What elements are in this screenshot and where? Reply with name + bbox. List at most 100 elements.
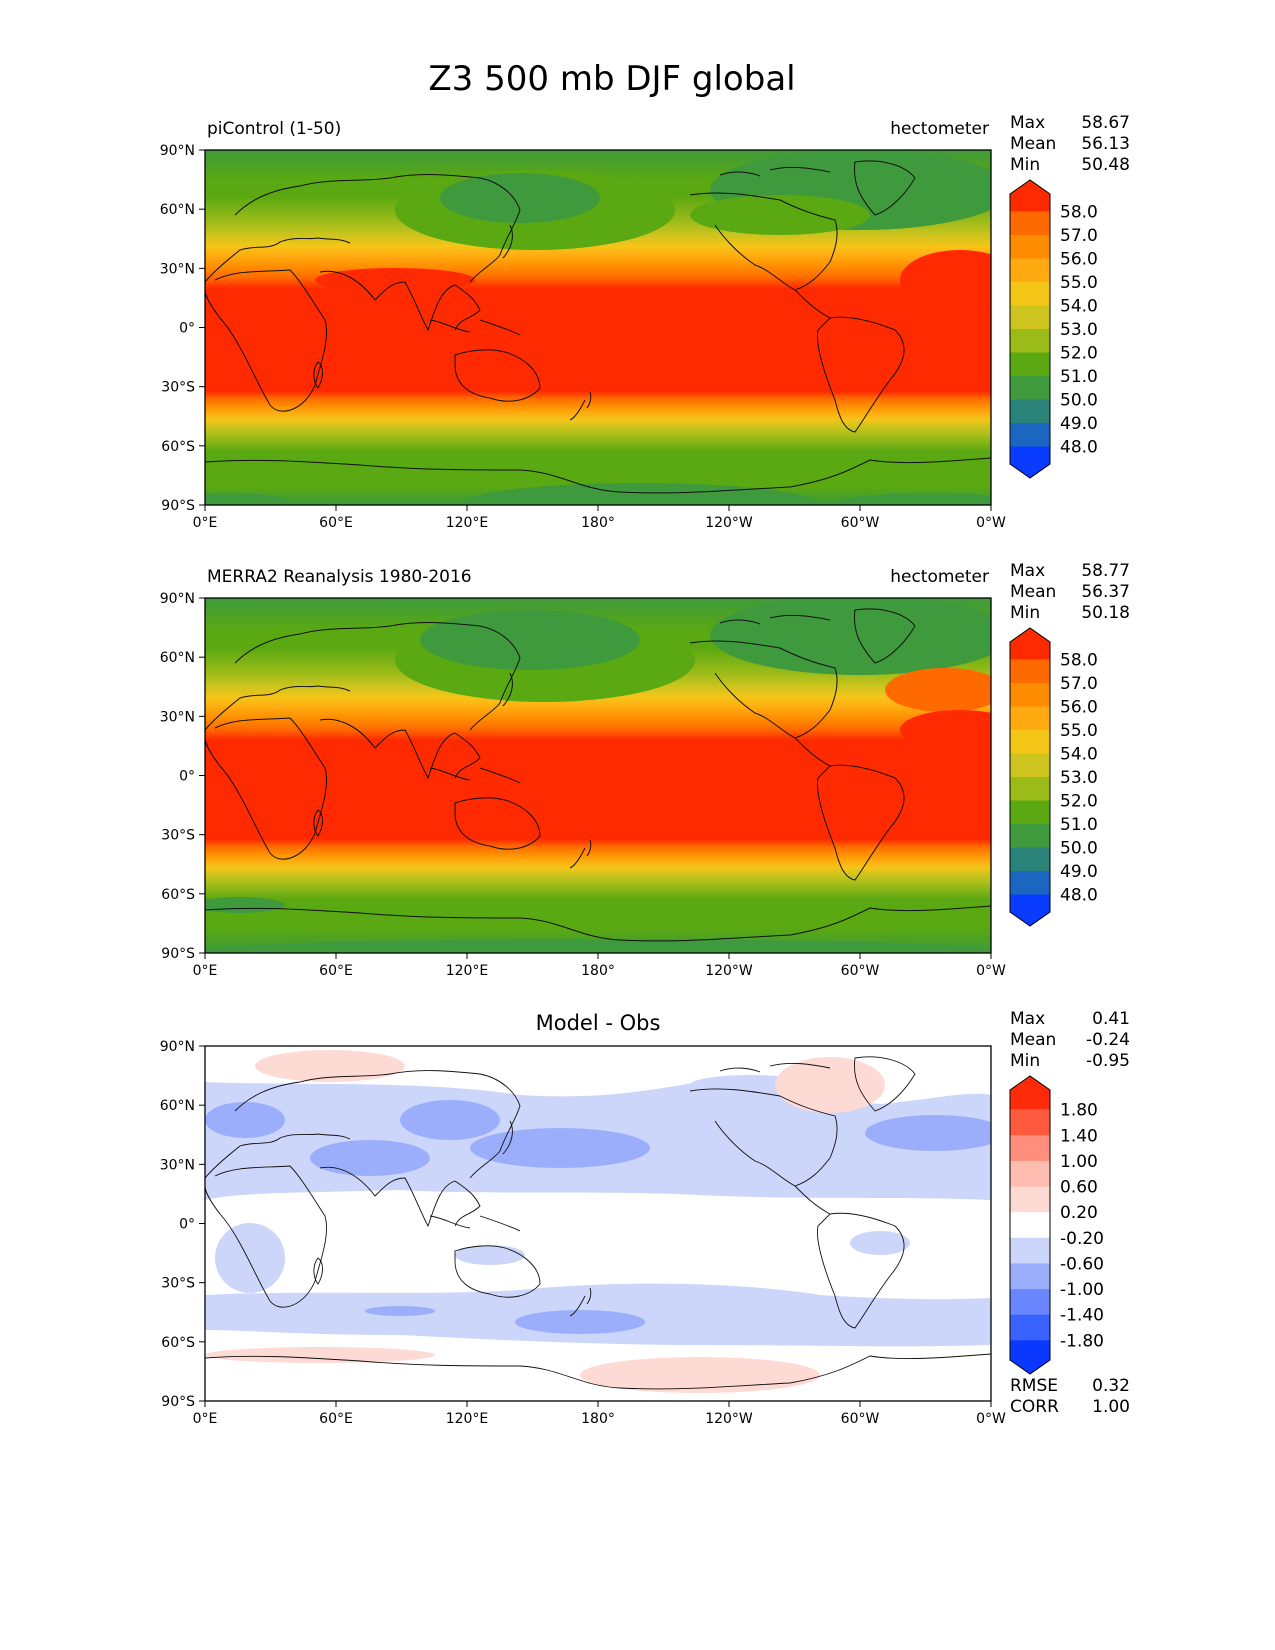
colorbar-level-label: 1.00: [1060, 1152, 1098, 1172]
stat-label: Min: [1010, 603, 1040, 623]
lon-tick-label: 0°W: [976, 963, 1006, 979]
colorbar-swatch: [1010, 258, 1050, 283]
colorbar-swatch: [1010, 777, 1050, 801]
colorbar-level-label: 1.40: [1060, 1126, 1098, 1146]
colorbar-swatch: [1010, 847, 1050, 872]
colorbar-swatch: [1010, 1314, 1050, 1341]
stat-label: Mean: [1010, 134, 1056, 154]
colorbar-swatch: [1010, 305, 1050, 330]
map-field: [205, 598, 991, 953]
lon-ticks: 0°E 60°E 120°E 180° 120°W 60°W 0°W: [193, 505, 1006, 531]
lat-tick-label: 0°: [179, 769, 195, 785]
colorbar: 58.0 57.0 56.0 55.0 54.0 53.0 52.0 51.0 50.0 49.0…: [1009, 179, 1098, 479]
panel-model-minus-obs: Model - Obs: [160, 1009, 1130, 1427]
stat-label: Max: [1010, 561, 1045, 581]
colorbar-level-label: -1.00: [1060, 1280, 1104, 1300]
lat-tick-label: 90°S: [161, 946, 195, 962]
colorbar-level-label: 53.0: [1060, 320, 1098, 340]
stat-value: -0.95: [1086, 1051, 1130, 1071]
lon-tick-label: 120°W: [705, 1411, 753, 1427]
lon-tick-label: 120°W: [705, 963, 753, 979]
stats-block: Max 58.67 Mean 56.13 Min 50.48: [1010, 113, 1130, 175]
colorbar-level-label: 53.0: [1060, 768, 1098, 788]
colorbar-swatch: [1010, 235, 1050, 259]
lat-tick-label: 60°S: [161, 439, 195, 455]
colorbar-level-label: 49.0: [1060, 862, 1098, 882]
colorbar-level-label: 58.0: [1060, 203, 1098, 223]
lat-tick-label: 90°N: [160, 1039, 195, 1055]
stat-label: Min: [1010, 1051, 1040, 1071]
colorbar-extend-bottom: [1010, 1340, 1050, 1374]
figure-title: Z3 500 mb DJF global: [428, 59, 795, 99]
colorbar-extend-bottom: [1010, 894, 1050, 926]
lat-ticks: 90°N 60°N 30°N 0° 30°S 60°S 90°S: [160, 591, 205, 962]
stat-label: Max: [1010, 113, 1045, 133]
stats-block: Max 58.77 Mean 56.37 Min 50.18: [1010, 561, 1130, 623]
colorbar-level-label: 57.0: [1060, 226, 1098, 246]
colorbar-swatch: [1010, 1289, 1050, 1316]
panel-picontrol: piControl (1-50) hectometer 58.0 57.0 56.0…: [160, 113, 1130, 531]
lon-tick-label: 180°: [581, 963, 615, 979]
lat-tick-label: 90°S: [161, 498, 195, 514]
colorbar-swatch: [1010, 659, 1050, 684]
colorbar-swatch: [1010, 399, 1050, 424]
colorbar-level-label: 50.0: [1060, 839, 1098, 859]
colorbar-level-label: 49.0: [1060, 414, 1098, 434]
colorbar-swatch: [1010, 800, 1050, 825]
lon-tick-label: 0°E: [193, 963, 218, 979]
colorbar-swatch: [1010, 824, 1050, 848]
colorbar-level-label: 48.0: [1060, 886, 1098, 906]
colorbar-swatch: [1010, 1135, 1050, 1162]
stat-label: Mean: [1010, 1030, 1056, 1050]
lat-tick-label: 90°N: [160, 591, 195, 607]
stats-block: Max 0.41 Mean -0.24 Min -0.95: [1010, 1009, 1130, 1071]
colorbar-swatch: [1010, 1212, 1050, 1239]
lat-tick-label: 60°S: [161, 887, 195, 903]
colorbar-level-label: 58.0: [1060, 651, 1098, 671]
colorbar-swatch: [1010, 1160, 1050, 1188]
lon-tick-label: 0°W: [976, 515, 1006, 531]
lat-ticks: 90°N 60°N 30°N 0° 30°S 60°S 90°S: [160, 143, 205, 514]
colorbar-swatch: [1010, 423, 1050, 447]
colorbar-level-label: 51.0: [1060, 815, 1098, 835]
map-field: [205, 1046, 991, 1401]
stat-value: -0.24: [1086, 1030, 1130, 1050]
colorbar-level-label: 0.20: [1060, 1203, 1098, 1223]
colorbar-level-label: -1.80: [1060, 1331, 1104, 1351]
colorbar-level-label: 55.0: [1060, 721, 1098, 741]
colorbar-level-label: 1.80: [1060, 1101, 1098, 1121]
colorbar-swatch: [1010, 1263, 1050, 1290]
lon-tick-label: 0°E: [193, 1411, 218, 1427]
colorbar-swatch: [1010, 211, 1050, 236]
extra-label: RMSE: [1010, 1376, 1058, 1396]
lat-tick-label: 30°S: [161, 380, 195, 396]
lon-tick-label: 60°E: [319, 515, 353, 531]
colorbar-outline: [1009, 179, 1051, 479]
lat-tick-label: 30°N: [160, 709, 195, 725]
colorbar-outline: [1009, 627, 1051, 927]
lon-tick-label: 60°W: [841, 515, 880, 531]
extra-value: 1.00: [1092, 1397, 1130, 1417]
panel-units: hectometer: [890, 119, 989, 139]
colorbar-swatch: [1010, 706, 1050, 731]
stat-value: 58.67: [1081, 113, 1130, 133]
lon-tick-label: 180°: [581, 1411, 615, 1427]
lon-tick-label: 60°E: [319, 963, 353, 979]
colorbar-swatch: [1010, 1109, 1050, 1136]
lon-tick-label: 0°W: [976, 1411, 1006, 1427]
colorbar-level-label: -0.20: [1060, 1229, 1104, 1249]
lat-tick-label: 0°: [179, 321, 195, 337]
map-field: [205, 150, 991, 505]
panel-merra2: MERRA2 Reanalysis 1980-2016 hectometer 5…: [160, 561, 1130, 979]
colorbar-level-label: 56.0: [1060, 250, 1098, 270]
colorbar-level-label: 52.0: [1060, 792, 1098, 812]
stat-label: Mean: [1010, 582, 1056, 602]
lon-tick-label: 0°E: [193, 515, 218, 531]
colorbar-extend-top: [1010, 628, 1050, 660]
panel-units: hectometer: [890, 567, 989, 587]
stat-value: 56.37: [1081, 582, 1130, 602]
colorbar-level-label: -0.60: [1060, 1254, 1104, 1274]
lat-tick-label: 0°: [179, 1217, 195, 1233]
colorbar-swatch: [1010, 282, 1050, 306]
